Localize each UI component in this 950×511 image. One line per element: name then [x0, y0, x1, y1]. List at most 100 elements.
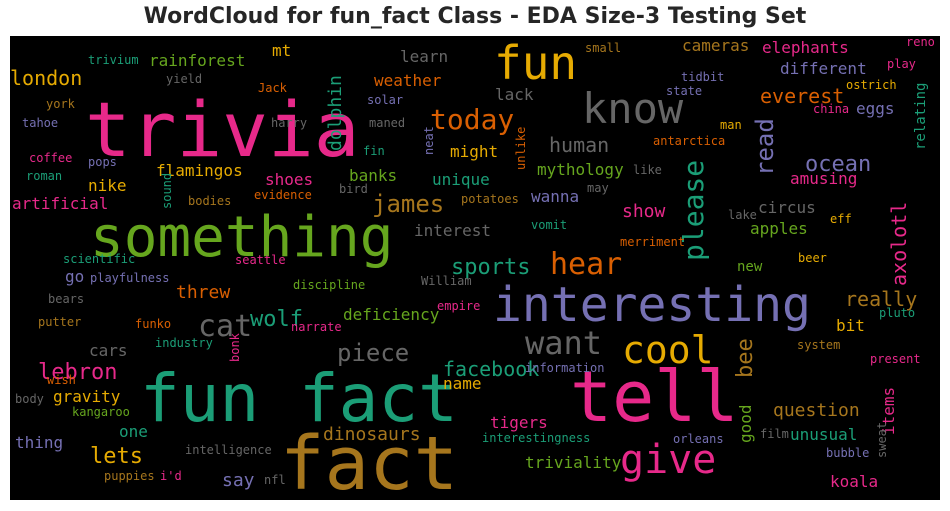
word-tell: tell: [570, 356, 739, 438]
word-cars: cars: [89, 341, 128, 360]
word-puppies: puppies: [104, 469, 155, 483]
word-flamingos: flamingos: [156, 161, 243, 180]
word-solar: solar: [367, 93, 403, 107]
word-relating: relating: [913, 83, 929, 150]
word-read: read: [751, 118, 779, 176]
word-william: William: [421, 274, 472, 288]
word-putter: putter: [38, 315, 81, 329]
word-cameras: cameras: [682, 36, 749, 55]
word-london: london: [10, 66, 82, 90]
word-evidence: evidence: [254, 188, 312, 202]
word-interest: interest: [414, 221, 491, 240]
word-reno: reno: [906, 36, 935, 49]
word-dinosaurs: dinosaurs: [323, 424, 421, 445]
word-trivia: trivia: [85, 85, 360, 174]
word-eff: eff: [830, 212, 852, 226]
word-intelligence: intelligence: [185, 443, 272, 457]
word-different: different: [780, 59, 867, 78]
word-tigers: tigers: [490, 413, 548, 432]
word-triviality: triviality: [525, 453, 622, 472]
word-circus: circus: [758, 198, 816, 217]
word-ostrich: ostrich: [846, 78, 897, 92]
word-scientific: scientific: [63, 252, 135, 266]
word-please: please: [677, 160, 710, 261]
word-like: like: [633, 163, 662, 177]
word-show: show: [622, 201, 666, 222]
word-present: present: [870, 352, 921, 366]
word-fact: fact: [280, 421, 458, 500]
word-shoes: shoes: [265, 170, 313, 189]
word-small: small: [585, 41, 621, 55]
word-one: one: [119, 422, 148, 441]
word-mythology: mythology: [537, 160, 624, 179]
word-thing: thing: [15, 433, 63, 452]
word-film: film: [760, 427, 789, 441]
word-lake: lake: [728, 208, 757, 222]
word-potatoes: potatoes: [461, 192, 519, 206]
word-funko: funko: [135, 317, 171, 331]
word-unusual: unusual: [790, 425, 857, 444]
word-today: today: [430, 103, 514, 136]
word-new: new: [737, 259, 763, 275]
word-good: good: [736, 404, 755, 443]
word-orleans: orleans: [673, 432, 724, 446]
word-industry: industry: [155, 336, 213, 350]
word-give: give: [620, 437, 716, 483]
word-know: know: [582, 84, 684, 133]
word-maned: maned: [369, 116, 405, 130]
word-learn: learn: [400, 47, 448, 66]
word-name: name: [443, 374, 482, 393]
word-unique: unique: [432, 170, 490, 189]
word-play: play: [887, 57, 916, 71]
word-artificial: artificial: [12, 194, 108, 213]
word-banks: banks: [349, 166, 397, 185]
word-harry: harry: [271, 116, 307, 130]
word-discipline: discipline: [293, 278, 365, 292]
word-wanna: wanna: [531, 187, 579, 206]
word-ocean: ocean: [805, 152, 871, 177]
word-kangaroo: kangaroo: [72, 405, 130, 419]
word-everest: everest: [760, 84, 844, 108]
word-james: james: [372, 190, 444, 218]
word-say: say: [222, 470, 255, 491]
word-weather: weather: [374, 71, 442, 90]
word-merriment: merriment: [620, 235, 685, 249]
word-want: want: [525, 324, 602, 362]
word-dolphin: dolphin: [325, 75, 346, 151]
word-fin: fin: [363, 144, 385, 158]
word-bit: bit: [836, 316, 865, 335]
word-gravity: gravity: [53, 387, 121, 406]
word-beer: beer: [798, 251, 827, 265]
word-axolotl: axolotl: [887, 202, 911, 286]
word-wish: wish: [47, 373, 76, 387]
word-really: really: [845, 287, 917, 311]
word-seattle: seattle: [235, 253, 286, 267]
word-trivium: trivium: [88, 53, 139, 67]
word-cat: cat: [198, 309, 252, 344]
word-system: system: [797, 338, 840, 352]
word-pluto: pluto: [879, 306, 915, 320]
word-tidbit: tidbit: [681, 70, 724, 84]
word-may: may: [587, 181, 609, 195]
word-fun: fun: [494, 36, 577, 90]
word-lack: lack: [495, 85, 534, 104]
word-vomit: vomit: [531, 218, 567, 232]
word-hear: hear: [550, 247, 622, 282]
word-apples: apples: [750, 219, 808, 238]
word-items: items: [879, 387, 898, 435]
word-lets: lets: [90, 444, 143, 469]
word-question: question: [773, 400, 860, 421]
word-wolf: wolf: [250, 307, 303, 332]
word-york: york: [46, 97, 76, 111]
word-eggs: eggs: [856, 99, 895, 118]
word-china: china: [813, 102, 849, 116]
word-mt: mt: [272, 41, 291, 60]
word-yield: yield: [166, 72, 202, 86]
word-information: information: [525, 361, 604, 375]
word-something: something: [90, 205, 393, 270]
word-nike: nike: [88, 176, 127, 195]
word-state: state: [666, 84, 702, 98]
word-elephants: elephants: [762, 38, 849, 57]
word-fun-fact: fun fact: [140, 360, 458, 437]
